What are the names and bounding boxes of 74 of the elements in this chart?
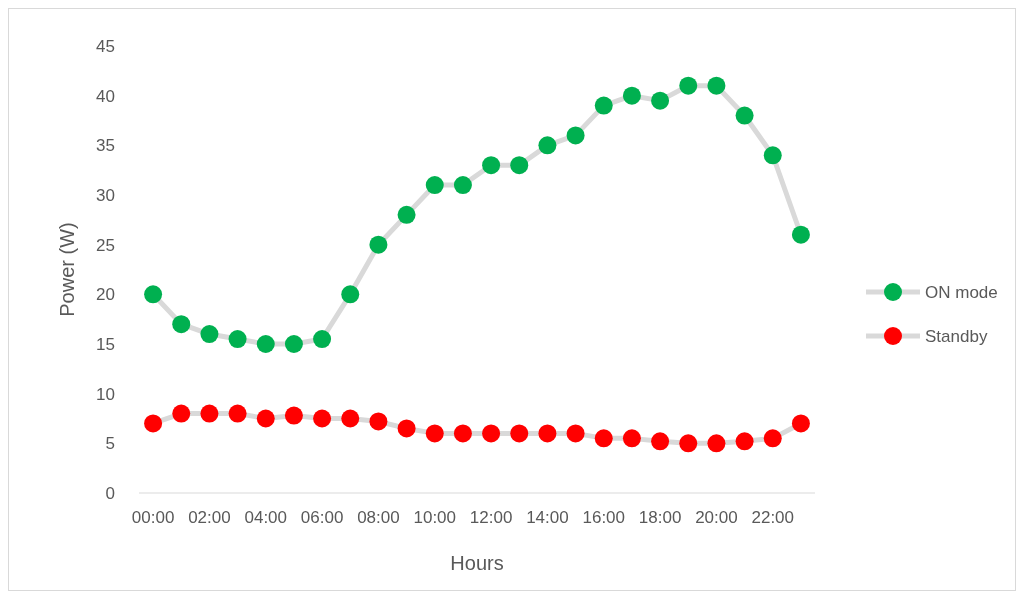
legend-label: Standby [925,326,988,346]
x-tick-label: 02:00 [188,508,231,527]
point [538,136,557,155]
point [200,404,219,423]
x-tick-label: 18:00 [638,508,682,527]
point [425,176,444,195]
x-tick-label: 06:00 [300,508,344,527]
point [651,432,670,451]
y-tick-label: 10 [96,384,115,404]
y-tick-label: 5 [105,434,115,454]
point [594,96,613,115]
point [256,409,275,428]
y-tick-label: 45 [96,36,115,56]
point [510,156,529,175]
x-tick-label: 00:00 [131,508,175,527]
point [707,76,726,95]
y-tick-label: 40 [96,86,115,106]
point [341,285,360,304]
point [172,404,191,423]
point [735,106,754,125]
point [313,409,332,428]
point [172,315,191,334]
point [228,404,247,423]
y-tick-label: 30 [96,185,115,205]
x-axis-title: Hours [450,552,504,574]
point [538,424,557,443]
point [679,434,698,453]
point [510,424,529,443]
y-axis-title: Power (W) [56,222,78,317]
point [228,330,247,349]
x-tick-label: 04:00 [244,508,288,527]
point [313,330,332,349]
y-tick-label: 15 [96,334,115,354]
y-tick-label: 35 [96,136,115,156]
point [482,156,501,175]
point [369,235,388,254]
y-tick-label: 0 [105,483,115,503]
point [144,285,163,304]
x-tick-label: 10:00 [413,508,457,527]
x-tick-label: 20:00 [695,508,738,527]
x-tick-label: 14:00 [526,508,569,527]
point [622,86,641,105]
point [791,414,810,433]
point [284,406,303,425]
point [200,325,219,344]
point [651,91,670,110]
x-tick-label: 22:00 [751,508,795,527]
point [735,432,754,451]
point [144,414,163,433]
x-tick-label: 08:00 [357,508,400,527]
point [397,205,416,224]
point [763,146,782,165]
point [482,424,501,443]
point [763,429,782,448]
point [453,176,472,195]
point [594,429,613,448]
point [622,429,641,448]
point [679,76,698,95]
y-tick-label: 25 [96,235,115,255]
point [284,335,303,353]
point [397,419,416,438]
legend-label: ON mode [925,282,998,302]
point [341,409,360,428]
point [566,126,585,145]
point [566,424,585,443]
point [707,434,726,453]
x-tick-label: 16:00 [582,508,626,527]
x-tick-label: 12:00 [469,508,513,527]
y-tick-label: 20 [96,285,115,305]
point [256,335,275,353]
point [369,412,388,431]
point [425,424,444,443]
point [791,225,810,244]
point [453,424,472,443]
